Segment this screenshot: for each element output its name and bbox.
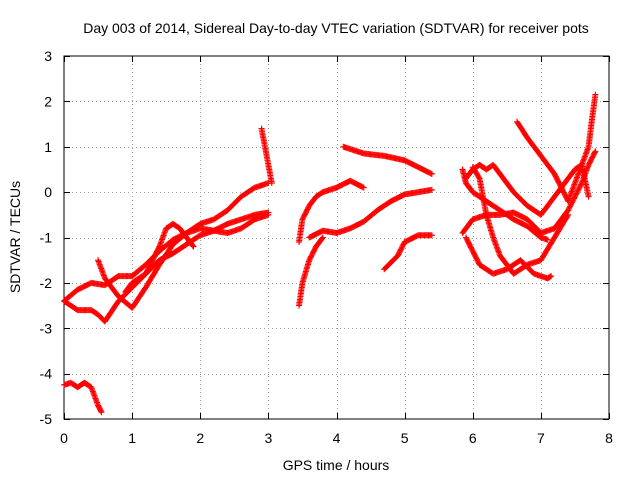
data-point: [572, 193, 579, 200]
y-tick-label: -1: [40, 230, 53, 246]
data-point: [360, 184, 367, 191]
y-tick-label: -5: [40, 411, 53, 427]
series-arc-p: [462, 161, 592, 218]
data-point: [569, 199, 576, 206]
chart-title: Day 003 of 2014, Sidereal Day-to-day VTE…: [83, 20, 589, 36]
series-arc-h: [306, 186, 435, 241]
series-arc-i: [296, 234, 326, 309]
x-tick-label: 7: [537, 430, 545, 446]
series-arc-e: [122, 220, 197, 295]
data-point: [544, 236, 551, 243]
grid: [64, 56, 609, 419]
series-arc-d: [95, 211, 272, 311]
data-point: [428, 170, 435, 177]
x-tick-label: 6: [469, 430, 477, 446]
data-point: [591, 149, 598, 156]
series-arc-j: [340, 143, 435, 177]
data-point: [568, 200, 575, 207]
data-point: [564, 213, 571, 220]
data-point: [475, 174, 482, 181]
y-tick-label: 0: [44, 184, 52, 200]
x-tick-label: 5: [401, 430, 409, 446]
data-point: [265, 211, 272, 218]
y-tick-label: -3: [40, 320, 53, 336]
data-point: [574, 187, 581, 194]
x-tick-label: 1: [128, 430, 136, 446]
data-point: [319, 234, 326, 241]
y-tick-label: 1: [44, 139, 52, 155]
data-point: [572, 191, 579, 198]
data-point: [98, 409, 105, 416]
series-arc-q: [514, 91, 599, 205]
data-point: [585, 193, 592, 200]
data-point: [155, 244, 162, 251]
x-tick-label: 0: [60, 430, 68, 446]
y-tick-label: 3: [44, 48, 52, 64]
series-arc-g: [296, 177, 367, 246]
data-point: [576, 185, 583, 192]
x-tick-label: 4: [333, 430, 341, 446]
data-point: [592, 91, 599, 98]
data-point: [548, 273, 555, 280]
x-tick-label: 2: [196, 430, 204, 446]
series-arc-n: [462, 234, 555, 282]
y-tick-label: 2: [44, 93, 52, 109]
data-point: [574, 189, 581, 196]
y-axis-title: SDTVAR / TECUs: [7, 181, 23, 293]
y-tick-label: -4: [40, 366, 53, 382]
data-points: [61, 91, 599, 416]
data-point: [566, 204, 573, 211]
data-point: [575, 186, 582, 193]
data-point: [190, 243, 197, 250]
data-point: [268, 180, 275, 187]
data-point: [573, 190, 580, 197]
series-arc-k: [381, 232, 435, 273]
data-point: [592, 148, 599, 155]
series-arc-f: [258, 125, 275, 187]
y-tick-label: -2: [40, 275, 53, 291]
data-point: [565, 211, 572, 218]
data-point: [428, 232, 435, 239]
plot-frame: [63, 55, 610, 420]
data-point: [576, 183, 583, 190]
series-arc-m: [459, 148, 599, 236]
data-point: [547, 273, 554, 280]
data-point: [189, 242, 196, 249]
data-point: [567, 203, 574, 210]
x-tick-label: 8: [605, 430, 613, 446]
data-point: [97, 408, 104, 415]
data-point: [577, 182, 584, 189]
data-point: [428, 186, 435, 193]
x-tick-label: 3: [264, 430, 272, 446]
data-point: [565, 205, 572, 212]
x-axis-title: GPS time / hours: [283, 457, 390, 473]
series-arc-l: [459, 166, 551, 243]
series-arc-o: [469, 164, 572, 277]
series-arc-b: [61, 180, 272, 305]
axis-ticks: 0 1 2 3 4 5 6 7 8 -5 -4 -3 -2 -1 0 1 2 3: [40, 48, 614, 446]
data-point: [319, 235, 326, 242]
series-arc-a: [61, 379, 105, 416]
data-point: [567, 202, 574, 209]
